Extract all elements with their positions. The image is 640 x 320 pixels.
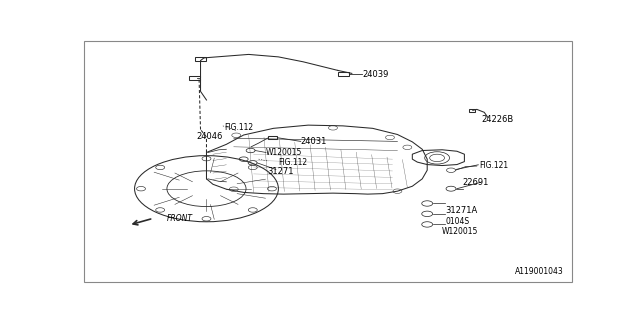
Text: 24039: 24039 [363,70,389,79]
Text: W120015: W120015 [442,227,479,236]
Text: FRONT: FRONT [167,214,193,223]
Text: 24226B: 24226B [482,115,514,124]
Text: 31271A: 31271A [445,206,478,215]
Text: FIG.121: FIG.121 [479,161,508,170]
Text: 22691: 22691 [462,178,488,187]
Text: 24031: 24031 [301,137,327,146]
Text: A119001043: A119001043 [515,267,564,276]
Text: 24046: 24046 [196,132,223,141]
Text: 31271: 31271 [268,167,294,176]
Text: W120015: W120015 [266,148,302,157]
Text: FIG.112: FIG.112 [278,158,308,167]
Text: 0104S: 0104S [445,217,470,226]
Text: FIG.112: FIG.112 [224,123,253,132]
